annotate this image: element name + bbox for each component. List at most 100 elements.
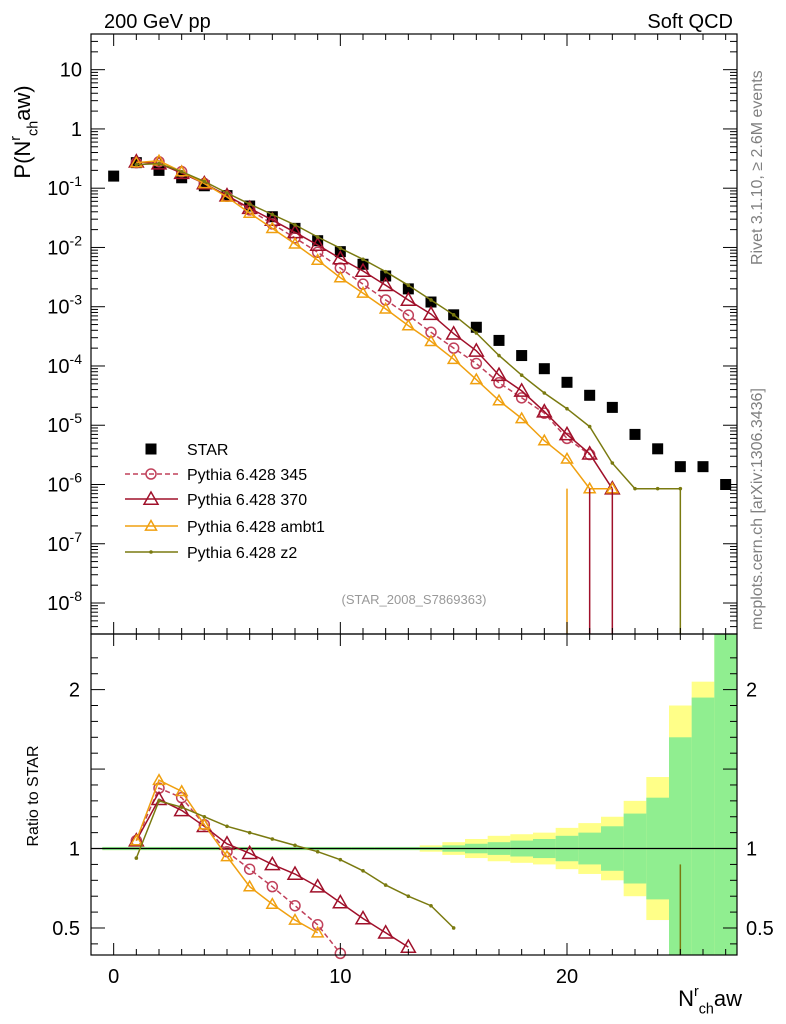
main-frame [90, 33, 738, 635]
data-point-star [652, 443, 664, 455]
ratio-point-ambt1 [197, 817, 212, 830]
data-point-ambt1 [378, 301, 393, 314]
ratio-point-z2 [225, 824, 229, 829]
data-point-z2 [497, 353, 501, 358]
legend-marker-star [145, 443, 157, 455]
data-point-p370 [264, 211, 281, 227]
data-point-z2 [655, 486, 660, 491]
data-point-ambt1 [446, 352, 461, 365]
header-left: 200 GeV pp [104, 11, 211, 33]
data-point-z2 [542, 391, 547, 395]
data-point-ambt1 [310, 253, 325, 266]
data-point-ambt1 [265, 221, 280, 234]
data-point-p370 [581, 445, 598, 460]
band-inner-bin [714, 634, 737, 955]
ratio-point-ambt1 [220, 849, 234, 862]
y-tick-label: 1 [71, 119, 82, 141]
ratio-point-ambt1 [174, 784, 189, 797]
ratio-point-z2 [270, 837, 275, 841]
analysis-reference: (STAR_2008_S7869363) [341, 592, 486, 607]
header-right: Soft QCD [647, 11, 733, 33]
rivet-label-group: Rivet 3.1.10, ≥ 2.6M events [749, 70, 766, 265]
y-tick-label: 10-7 [47, 529, 82, 556]
data-point-star [561, 376, 573, 388]
legend-marker-p370 [142, 490, 160, 505]
ratio-point-ambt1 [265, 897, 280, 910]
data-point-star [312, 235, 324, 247]
data-point-z2 [338, 246, 343, 251]
data-point-p370 [309, 236, 326, 252]
ratio-point-z2 [179, 805, 184, 810]
data-point-z2 [179, 169, 184, 174]
y-tick-label: 10-4 [47, 351, 82, 378]
y-tick-label: 10-6 [47, 469, 82, 496]
data-point-star [470, 321, 482, 333]
ratio-point-z2 [338, 857, 343, 862]
data-point-z2 [474, 331, 479, 335]
data-point-ambt1 [220, 189, 234, 202]
ratio-plot [91, 634, 737, 960]
ratio-line-ambt1 [135, 779, 319, 934]
data-point-p345 [379, 294, 392, 306]
data-point-star [244, 200, 256, 212]
ratio-point-ambt1 [129, 833, 144, 846]
y-tick-label: 10-3 [47, 292, 82, 319]
data-point-p370 [445, 325, 462, 340]
data-point-p345 [493, 377, 505, 389]
ratio-point-ambt1 [152, 773, 166, 786]
series-line-ambt1 [136, 160, 613, 490]
ratio-point-z2 [293, 843, 297, 848]
data-point-z2 [565, 406, 569, 411]
data-point-z2 [247, 202, 252, 206]
data-point-star [493, 334, 505, 346]
ratio-point-p370 [150, 790, 168, 806]
data-point-z2 [157, 161, 161, 166]
data-point-star [538, 363, 550, 375]
data-point-star [266, 211, 278, 223]
data-point-z2 [429, 298, 433, 302]
ratio-frame [90, 633, 738, 956]
data-point-ambt1 [242, 206, 257, 218]
data-point-star [380, 270, 392, 282]
data-point-z2 [633, 486, 637, 491]
main-plot [108, 153, 732, 634]
legend-label-ambt1: Pythia 6.428 ambt1 [187, 519, 325, 536]
data-point-star [697, 461, 709, 473]
data-point-star [153, 164, 165, 176]
data-point-p370 [377, 276, 394, 292]
data-point-p345 [470, 357, 483, 370]
data-point-p370 [558, 425, 576, 441]
data-point-p370 [536, 403, 553, 418]
band-inner-bin [691, 697, 715, 955]
x-tick-label: 10 [329, 966, 351, 988]
ratio-point-z2 [315, 849, 320, 854]
ratio-point-p370 [332, 894, 349, 909]
ratio-point-p370 [241, 844, 258, 860]
data-point-p345 [515, 392, 528, 404]
y-tick-label: 10-1 [47, 173, 82, 200]
data-point-ambt1 [424, 334, 438, 347]
y-tick-label: 10-2 [47, 232, 82, 259]
data-point-z2 [383, 269, 388, 274]
data-point-star [289, 222, 301, 234]
ratio-line-z2 [135, 799, 455, 929]
mcplots-label: mcplots.cern.ch [arXiv:1306.3436] [749, 388, 766, 630]
ratio-point-z2 [451, 926, 456, 930]
ratio-y-tick-label-right: 1 [746, 839, 757, 861]
data-point-p370 [513, 382, 530, 397]
legend: STAR Pythia 6.428 345 Pythia 6.428 370 Pyth… [125, 442, 325, 562]
ratio-point-ambt1 [242, 879, 257, 892]
legend-label-p370: Pythia 6.428 370 [187, 492, 307, 509]
x-tick-label: 0 [108, 966, 119, 988]
ratio-point-p370 [286, 865, 304, 880]
data-point-star [198, 180, 210, 192]
data-point-ambt1 [514, 411, 529, 424]
data-point-ambt1 [129, 155, 144, 168]
data-point-ambt1 [537, 433, 552, 446]
data-point-z2 [202, 179, 207, 184]
ratio-point-z2 [247, 830, 252, 835]
data-point-star [516, 350, 528, 362]
ratio-point-p345 [266, 880, 279, 893]
ratio-line-p370 [135, 798, 409, 948]
